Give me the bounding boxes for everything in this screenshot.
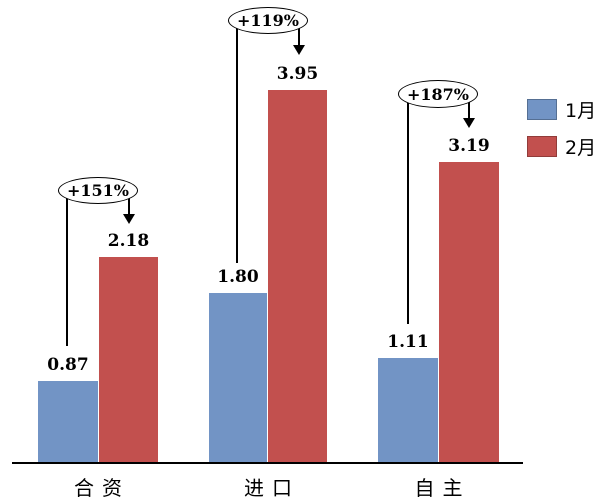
legend-item-feb: 2月: [527, 133, 596, 160]
feb-swatch-icon: [527, 136, 557, 157]
value-label-zizhu-jan: 1.11: [387, 332, 429, 352]
annotation-arrowhead-zizhu: [463, 118, 475, 128]
annotation-line-hezi: [66, 190, 68, 346]
growth-annotation-jinkou: +119%: [228, 7, 308, 34]
category-label-zizhu: 自主: [414, 476, 471, 500]
feb-bar-hezi: [99, 257, 158, 463]
legend-label-feb: 2月: [565, 137, 597, 159]
legend: 1月 2月: [527, 96, 596, 160]
jan-bar-jinkou: [209, 293, 267, 463]
annotation-arrowhead-jinkou: [293, 45, 305, 55]
feb-bar-jinkou: [268, 90, 327, 463]
jan-bar-zizhu: [378, 358, 438, 463]
bar-column-zizhu-feb: 3.19: [439, 138, 499, 463]
bar-column-hezi-feb: 2.18: [99, 233, 158, 463]
jan-bar-hezi: [38, 381, 98, 463]
growth-annotation-hezi: +151%: [58, 177, 138, 204]
legend-item-jan: 1月: [527, 96, 596, 123]
category-label-hezi: 合资: [74, 476, 130, 500]
feb-bar-zizhu: [439, 162, 499, 463]
annotation-arrow-hezi: [128, 196, 130, 215]
legend-label-jan: 1月: [565, 100, 597, 122]
annotation-line-jinkou: [236, 20, 238, 263]
annotation-arrowhead-hezi: [123, 214, 135, 224]
x-axis-line: [12, 462, 523, 464]
category-label-jinkou: 进口: [244, 476, 300, 500]
jan-swatch-icon: [527, 99, 557, 120]
value-label-jinkou-jan: 1.80: [217, 267, 259, 287]
bar-column-zizhu-jan: 1.11: [378, 334, 438, 463]
value-label-jinkou-feb: 3.95: [276, 64, 319, 84]
growth-annotation-zizhu: +187%: [398, 80, 478, 108]
value-label-hezi-feb: 2.18: [107, 231, 150, 251]
bar-column-jinkou-jan: 1.80: [209, 269, 267, 463]
bar-column-jinkou-feb: 3.95: [268, 66, 327, 463]
annotation-arrow-jinkou: [298, 26, 300, 46]
value-label-zizhu-feb: 3.19: [448, 136, 490, 156]
value-label-hezi-jan: 0.87: [47, 355, 89, 375]
annotation-arrow-zizhu: [468, 100, 470, 119]
annotation-line-zizhu: [407, 94, 409, 324]
bar-column-hezi-jan: 0.87: [38, 357, 98, 463]
